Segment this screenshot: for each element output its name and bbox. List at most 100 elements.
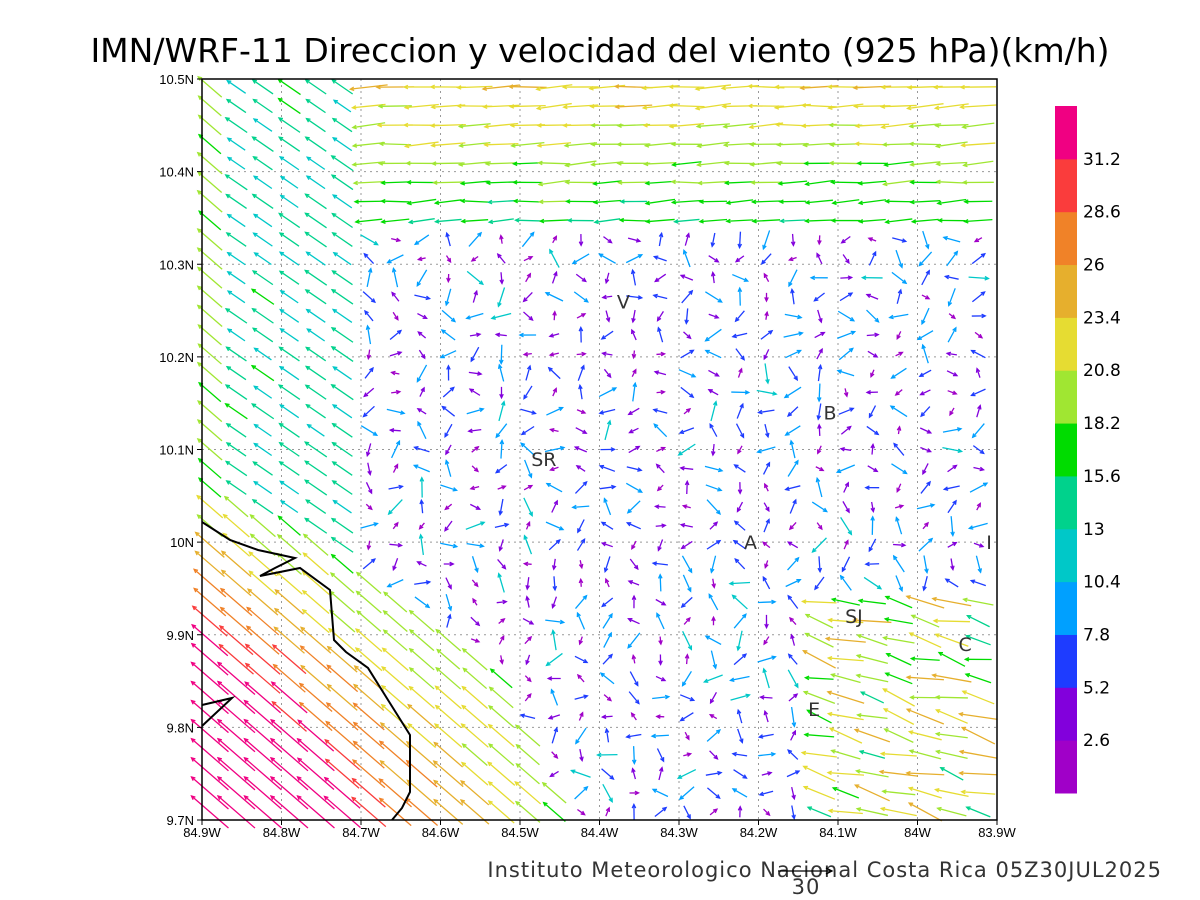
wind-vector	[190, 642, 229, 676]
wind-vector	[762, 230, 771, 251]
wind-vector	[870, 442, 875, 455]
x-tick-label: 84.6W	[422, 825, 460, 840]
wind-vector	[857, 180, 887, 186]
wind-vector	[226, 290, 246, 304]
wind-vector	[811, 501, 828, 513]
wind-vector	[757, 655, 777, 663]
wind-vector	[947, 326, 957, 343]
wind-vector	[958, 749, 997, 759]
wind-vector	[737, 805, 743, 818]
wind-vector	[946, 370, 959, 377]
wind-vector	[787, 256, 797, 262]
wind-vector	[468, 371, 483, 376]
wind-vector	[306, 328, 326, 342]
wind-vector	[764, 310, 769, 320]
wind-vector	[466, 270, 484, 286]
wind-vector	[270, 681, 308, 714]
wind-vector	[791, 805, 796, 821]
wind-vector	[625, 522, 641, 530]
wind-vector	[299, 626, 332, 654]
wind-vector	[578, 234, 584, 247]
wind-vector	[627, 237, 642, 243]
wind-vector	[790, 233, 796, 247]
wind-vector	[656, 446, 667, 452]
wind-vector	[331, 194, 353, 209]
wind-vector	[432, 760, 464, 788]
wind-vector	[788, 693, 799, 702]
wind-vector	[465, 521, 486, 530]
wind-vector	[827, 617, 864, 624]
wind-vector	[916, 503, 936, 510]
wind-vector	[512, 198, 542, 204]
wind-vector	[445, 577, 452, 590]
wind-vector	[445, 255, 452, 264]
wind-vector	[922, 230, 930, 250]
wind-vector	[857, 598, 886, 605]
wind-vector	[971, 291, 986, 303]
wind-vector	[893, 542, 907, 548]
wind-vector	[414, 596, 431, 609]
colorbar-swatch	[1055, 687, 1077, 741]
wind-vector	[599, 484, 617, 490]
wind-vector	[627, 618, 640, 625]
wind-vector	[682, 630, 693, 651]
wind-vector	[855, 673, 889, 683]
wind-vector	[694, 84, 732, 91]
wind-vector	[380, 218, 410, 224]
wind-vector	[515, 743, 540, 766]
wind-vector	[525, 520, 531, 530]
wind-vector	[488, 743, 515, 766]
wind-vector	[546, 406, 564, 416]
chart-title: IMN/WRF-11 Direccion y velocidad del vie…	[90, 31, 1109, 70]
wind-vector	[843, 481, 849, 493]
wind-vector	[883, 160, 914, 167]
wind-vector	[577, 364, 585, 381]
wind-vector	[652, 408, 668, 414]
wind-vector	[965, 806, 991, 818]
wind-vector	[816, 383, 822, 403]
wind-vector	[523, 497, 533, 517]
wind-vector	[948, 313, 957, 320]
wind-vector	[625, 254, 644, 264]
wind-vector	[525, 654, 531, 666]
wind-vector	[655, 714, 665, 719]
wind-vector	[817, 445, 822, 455]
wind-vector	[458, 141, 491, 148]
wind-vector	[684, 731, 690, 741]
wind-vector	[923, 555, 929, 574]
wind-vector	[296, 757, 335, 790]
wind-vector	[870, 515, 875, 535]
wind-vector	[469, 485, 480, 491]
wind-vector	[244, 643, 281, 675]
wind-vector	[791, 787, 796, 801]
wind-vector	[603, 497, 612, 516]
wind-vector	[445, 231, 451, 247]
wind-vector	[967, 522, 988, 530]
wind-vector	[970, 388, 986, 397]
wind-vector	[826, 770, 865, 776]
wind-vector	[603, 236, 613, 244]
wind-vector	[843, 388, 849, 398]
wind-vector	[497, 363, 505, 382]
wind-vector	[729, 675, 750, 683]
wind-vector	[576, 611, 586, 630]
wind-vector	[944, 578, 959, 588]
wind-vector	[435, 666, 462, 690]
wind-vector	[937, 218, 966, 223]
colorbar-swatch	[1055, 634, 1077, 688]
wind-vector	[457, 123, 491, 129]
wind-vector	[731, 594, 748, 610]
wind-vector	[934, 694, 968, 700]
wind-vector	[273, 607, 305, 635]
wind-vector	[831, 786, 860, 799]
wind-vector	[386, 408, 406, 415]
wind-vector	[711, 578, 716, 589]
wind-vector	[487, 761, 516, 786]
coastline-peninsula	[201, 696, 236, 727]
wind-vector	[251, 193, 274, 209]
wind-vector	[709, 691, 717, 705]
wind-vector	[226, 328, 246, 342]
wind-vector	[731, 788, 748, 798]
wind-vector	[522, 291, 533, 303]
wind-vector	[251, 270, 274, 286]
